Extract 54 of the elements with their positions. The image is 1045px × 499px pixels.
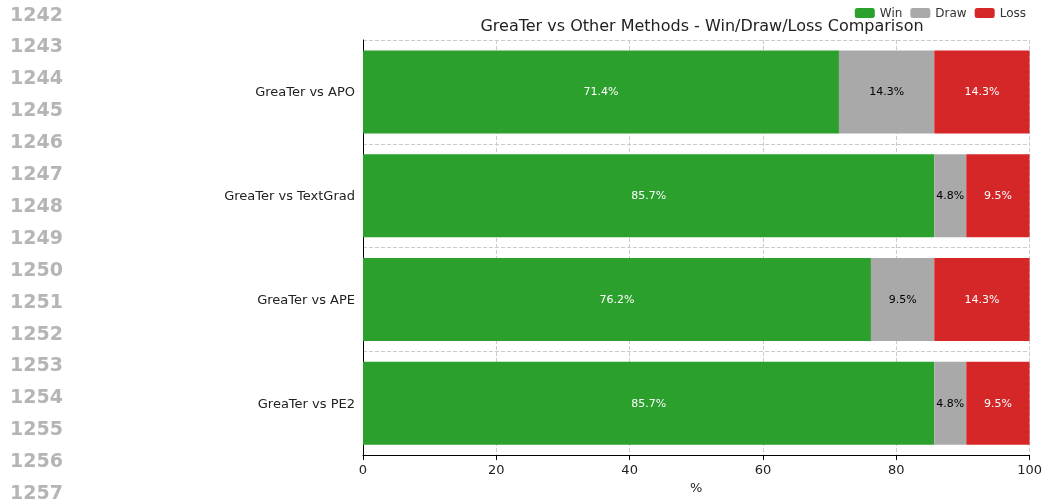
data-label: 9.5% (983, 396, 1012, 410)
y-tick-label: GreaTer vs APE (257, 291, 355, 307)
text: 1250 (10, 257, 63, 280)
bar (966, 361, 1030, 445)
text: 1244 (10, 66, 63, 89)
bar (363, 257, 871, 341)
legend-label: Loss (999, 6, 1027, 20)
x-tick-label: 0 (358, 462, 368, 478)
y-tick-label: GreaTer vs TextGrad (224, 188, 355, 204)
bar (934, 361, 967, 445)
text: 1248 (10, 193, 63, 216)
text: 1243 (10, 34, 63, 57)
x-tick-label: 40 (621, 462, 638, 478)
data-label: 14.3% (964, 85, 1000, 99)
x-tick-label: 100 (1017, 462, 1043, 478)
y-tick-label: GreaTer vs PE2 (257, 395, 355, 411)
bar (838, 50, 935, 134)
bar (870, 257, 935, 341)
bar (934, 257, 1030, 341)
legend-label: Win (879, 6, 903, 20)
data-label: 85.7% (631, 189, 667, 203)
x-tick-label: 80 (888, 462, 905, 478)
text: 1245 (10, 98, 63, 121)
text: 1256 (10, 449, 63, 472)
bar (966, 154, 1030, 238)
data-label: 14.3% (869, 85, 905, 99)
x-tick-label: 60 (754, 462, 772, 478)
data-label: 14.3% (964, 292, 1000, 306)
text: 1255 (10, 417, 63, 440)
data-label: 4.8% (936, 189, 965, 203)
text: 1242 (10, 2, 63, 25)
bar (934, 50, 1030, 134)
data-label: 85.7% (631, 396, 667, 410)
x-tick-label: 20 (488, 462, 505, 478)
y-tick-label: GreaTer vs APO (255, 84, 355, 100)
data-label: 76.2% (599, 292, 635, 306)
text: 1252 (10, 321, 63, 344)
legend-label: Draw (935, 6, 967, 20)
data-label: 71.4% (583, 85, 619, 99)
text: 1249 (10, 225, 63, 248)
text: 1253 (10, 353, 63, 376)
bar (363, 50, 839, 134)
data-label: 4.8% (936, 396, 965, 410)
x-axis-title: % (690, 480, 703, 495)
data-label: 9.5% (888, 292, 917, 306)
text: 1251 (10, 289, 63, 312)
text: 1246 (10, 130, 63, 153)
bar (363, 154, 935, 238)
data-label: 9.5% (983, 189, 1012, 203)
text: 1254 (10, 385, 63, 408)
text: 1247 (10, 162, 63, 184)
bar (363, 361, 935, 445)
text: 1257 (10, 481, 63, 499)
bar (934, 154, 967, 238)
